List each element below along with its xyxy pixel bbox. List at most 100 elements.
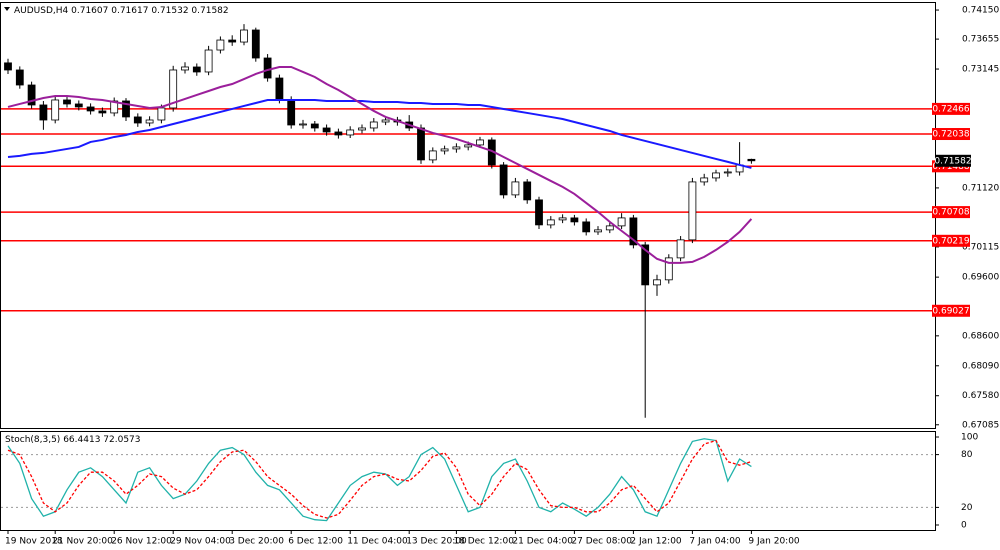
candle-body: [546, 219, 555, 226]
candle-body: [4, 62, 12, 71]
moving-average: [7, 65, 753, 264]
last-open: 0.71607: [71, 6, 108, 16]
candle-body: [535, 199, 543, 226]
x-tick-label: 19 Nov 2018: [5, 537, 63, 547]
candle-body: [629, 217, 638, 246]
candle-body: [570, 217, 579, 223]
candle-body: [582, 221, 591, 233]
level-label-box: [932, 234, 970, 247]
candle-body: [558, 217, 567, 221]
candle-body: [605, 225, 614, 231]
x-tick-label: 21 Nov 20:00: [52, 537, 113, 547]
y-tick-label: 0.70115: [962, 242, 999, 252]
candle-body: [98, 110, 107, 114]
x-tick-label: 7 Jan 04:00: [689, 537, 741, 547]
last-close: 0.71582: [191, 6, 228, 16]
candle-body: [240, 29, 248, 43]
y-tick-label: 0.73145: [962, 65, 999, 75]
y-tick-label: 0.71120: [962, 183, 999, 193]
x-tick-label: 26 Nov 12:00: [111, 537, 172, 547]
x-tick-label: 13 Dec 20:00: [406, 537, 467, 547]
stoch-main-last: 66.4413: [63, 435, 100, 445]
x-tick-label: 3 Dec 20:00: [229, 537, 284, 547]
chart-title: AUDUSD,H4 0.71607 0.71617 0.71532 0.7158…: [14, 6, 229, 16]
candle-body: [346, 129, 355, 136]
level-label: 0.70219: [932, 236, 969, 246]
level-label-box: [932, 102, 970, 115]
candle-body: [275, 77, 284, 101]
candle-body: [39, 104, 48, 121]
candle-body: [310, 123, 319, 129]
candle-body: [676, 239, 685, 259]
level-label: 0.71488: [932, 162, 969, 172]
x-tick-label: 27 Dec 08:00: [571, 537, 632, 547]
candle-body: [216, 39, 225, 51]
x-tick-label: 9 Jan 20:00: [748, 537, 800, 547]
y-tick-label: 80: [961, 450, 973, 460]
candle-body: [299, 123, 307, 126]
x-tick-label: 29 Nov 04:00: [170, 537, 231, 547]
stoch-title: Stoch(8,3,5) 66.4413 72.0573: [5, 435, 141, 445]
candle-body: [287, 99, 296, 126]
price-label: 0.71582: [934, 156, 971, 166]
price-label-box: [935, 154, 971, 167]
candle-body: [192, 66, 201, 73]
candle-body: [428, 150, 437, 161]
title-arrow: [4, 7, 10, 11]
stoch-line: [7, 438, 752, 522]
x-tick-label: 6 Dec 12:00: [288, 537, 343, 547]
candle-body: [653, 279, 661, 286]
level-label-box: [932, 304, 970, 317]
candle-body: [133, 116, 142, 124]
level-label-box: [932, 128, 970, 141]
candle-body: [145, 119, 154, 124]
candle-body: [594, 229, 602, 233]
y-tick-label: 0: [961, 520, 967, 530]
x-tick-label: 2 Jan 12:00: [630, 537, 682, 547]
level-label: 0.69027: [932, 306, 969, 316]
y-tick-label: 0.74150: [962, 6, 999, 16]
candle-body: [712, 172, 720, 179]
x-tick-label: 18 Dec 12:00: [453, 537, 514, 547]
candle-body: [263, 57, 272, 79]
candle-body: [523, 181, 532, 201]
stoch-signal-last: 72.0573: [103, 435, 140, 445]
candle-body: [452, 146, 461, 150]
level-label: 0.70708: [932, 208, 969, 218]
candle-body: [51, 99, 60, 121]
candle-body: [499, 164, 508, 196]
candle-body: [664, 257, 673, 281]
candle-body: [322, 127, 331, 133]
candle-body: [747, 158, 756, 162]
candle-body: [440, 148, 449, 152]
y-tick-label: 100: [961, 433, 978, 443]
candle-body: [122, 100, 130, 118]
candle-body: [181, 66, 189, 71]
candle-body: [15, 69, 24, 86]
y-tick-label: 0.68090: [962, 361, 999, 371]
stoch-line: [7, 439, 752, 519]
candle-body: [688, 181, 697, 241]
candle-body: [476, 139, 484, 146]
candle-body: [723, 171, 732, 174]
candle-body: [86, 106, 95, 112]
level-label: 0.72466: [932, 104, 969, 114]
last-low: 0.71532: [151, 6, 188, 16]
moving-average: [7, 98, 752, 169]
candle-body: [358, 127, 366, 131]
symbol: AUDUSD,H4: [14, 6, 69, 16]
x-tick-label: 11 Dec 04:00: [347, 537, 408, 547]
candle-body: [27, 84, 36, 106]
y-tick-label: 20: [961, 503, 973, 513]
candle-body: [228, 39, 237, 43]
y-tick-label: 0.73655: [962, 35, 999, 45]
y-tick-label: 0.67580: [962, 391, 999, 401]
candle-body: [369, 121, 378, 129]
x-tick-label: 21 Dec 04:00: [512, 537, 573, 547]
candle-body: [251, 29, 260, 59]
candle-body: [381, 119, 390, 123]
candle-body: [700, 177, 709, 183]
stoch-panel: [0, 431, 936, 531]
